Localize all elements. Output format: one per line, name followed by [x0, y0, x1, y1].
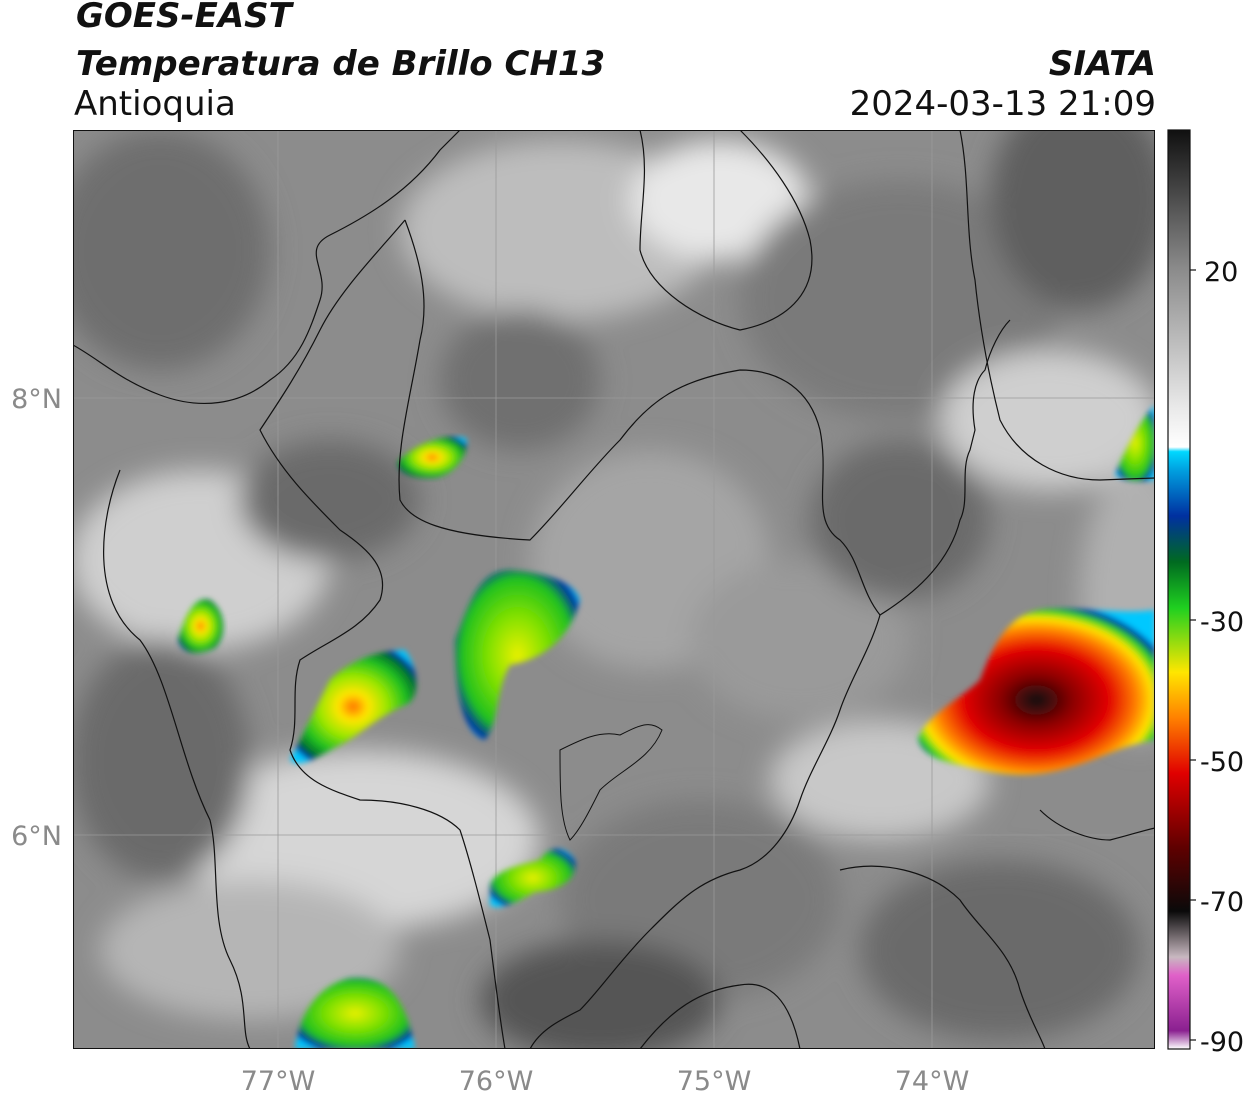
satellite-title: GOES-EAST — [76, 0, 292, 36]
colorbar-tick-minus30: -30 — [1200, 607, 1244, 638]
departmental-line-east — [959, 130, 1155, 481]
colorbar-tick-minus90: -90 — [1200, 1027, 1244, 1058]
antioquia-border — [398, 219, 1011, 616]
organization-label: SIATA — [1048, 44, 1156, 84]
storm-cell-northeast — [1115, 405, 1155, 482]
storm-cell-southwest — [295, 977, 415, 1049]
lat-tick-labels: 8°N 6°N — [11, 384, 62, 852]
lat-tick-8n: 8°N — [11, 384, 62, 415]
colorbar-tick-20: 20 — [1204, 257, 1238, 288]
lon-tick-75w: 75°W — [677, 1066, 752, 1097]
antioquia-border-west — [259, 219, 506, 1049]
lon-tick-labels: 77°W 76°W 75°W 74°W — [241, 1066, 970, 1097]
coastline-west — [103, 469, 251, 1049]
municipal-detail — [559, 724, 663, 841]
lon-tick-77w: 77°W — [241, 1066, 316, 1097]
storm-cell-south-central — [490, 848, 576, 908]
lat-tick-6n: 6°N — [11, 821, 62, 852]
lon-tick-74w: 74°W — [895, 1066, 970, 1097]
storm-cell-east — [918, 608, 1155, 775]
product-title: Temperatura de Brillo CH13 — [76, 44, 606, 84]
departmental-line-southeast — [839, 865, 1046, 1049]
antioquia-border-south — [529, 614, 881, 1049]
datetime-label: 2024-03-13 21:09 — [849, 84, 1156, 124]
map-plot-area — [73, 130, 1155, 1049]
colorbar-tick-minus50: -50 — [1200, 747, 1244, 778]
colorbar: 20 -30 -50 -70 -90 — [1167, 129, 1244, 1058]
storm-cell-far-west — [178, 599, 224, 653]
storm-cell-northwest — [397, 436, 467, 478]
lon-tick-76w: 76°W — [459, 1066, 534, 1097]
storm-cell-central — [455, 570, 580, 740]
departmental-line-north — [639, 130, 813, 331]
boundaries — [73, 130, 1155, 1049]
convective-cells — [178, 405, 1155, 1049]
cloud-texture — [73, 130, 1155, 1049]
coastline — [73, 130, 461, 404]
departmental-line-south — [639, 983, 801, 1049]
region-subtitle: Antioquia — [74, 84, 236, 124]
colorbar-ramp — [1167, 129, 1191, 1050]
departmental-line-south-east — [1039, 809, 1155, 841]
colorbar-tick-minus70: -70 — [1200, 887, 1244, 918]
graticule — [73, 130, 1155, 1049]
storm-cell-west — [290, 650, 417, 764]
